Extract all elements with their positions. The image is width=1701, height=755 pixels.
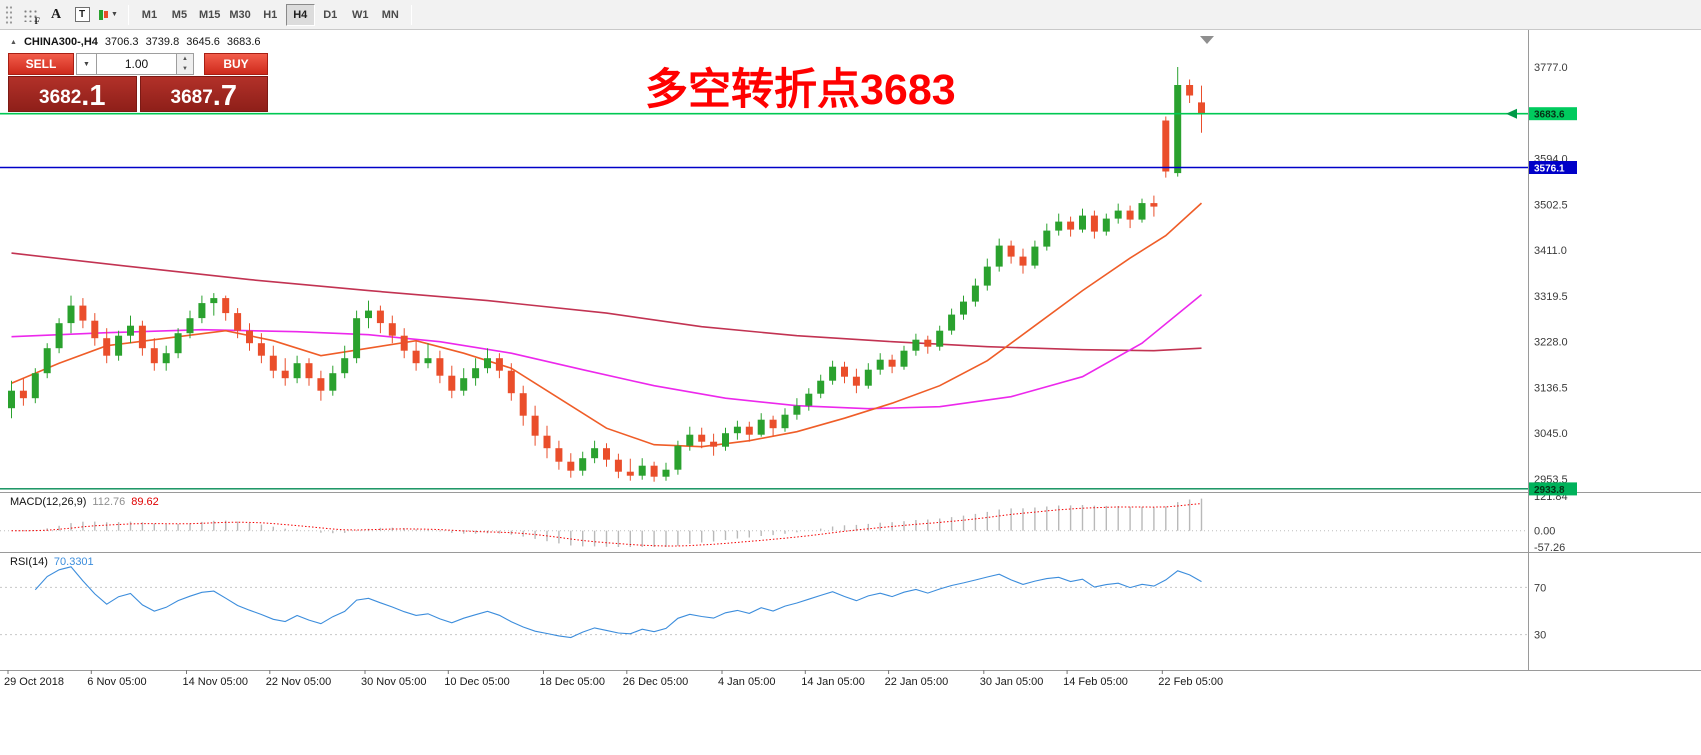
macd-axis-label: -57.26	[1534, 542, 1565, 554]
tf-button-h4[interactable]: H4	[285, 3, 315, 26]
chart-shift-marker-icon[interactable]	[1200, 36, 1214, 44]
macd-signal-value: 89.62	[131, 496, 159, 508]
volume-up-button[interactable]: ▲	[177, 54, 193, 64]
time-axis-label: 6 Nov 05:00	[87, 676, 146, 688]
text-box-icon[interactable]: T	[69, 4, 95, 26]
price-axis-label: 3777.0	[1534, 62, 1568, 74]
buy-button[interactable]: BUY	[204, 53, 268, 75]
chart-annotation-text[interactable]: 多空转折点3683	[645, 66, 956, 114]
one-click-trading-panel: SELL ▼ ▲ ▼ BUY 3682.1 3687.7	[8, 53, 268, 112]
tf-button-m5[interactable]: M5	[165, 4, 194, 26]
tf-button-m1[interactable]: M1	[135, 4, 164, 26]
up-candle-glyph	[99, 9, 103, 20]
text-label-icon[interactable]: A	[43, 4, 69, 26]
price-axis-label: 3136.5	[1534, 382, 1568, 394]
trade-prices-row: 3682.1 3687.7	[8, 76, 268, 112]
sell-button[interactable]: SELL	[8, 53, 74, 75]
tf-button-mn[interactable]: MN	[376, 4, 405, 26]
tf-button-d1[interactable]: D1	[316, 4, 345, 26]
grid-f-icon[interactable]: F	[17, 4, 43, 26]
close-value: 3683.6	[226, 36, 261, 48]
trade-controls-row: SELL ▼ ▲ ▼ BUY	[8, 53, 268, 75]
rsi-level-label: 30	[1534, 630, 1546, 642]
high-value: 3739.8	[145, 36, 180, 48]
macd-main-value: 112.76	[92, 496, 126, 508]
tf-button-w1[interactable]: W1	[346, 4, 375, 26]
price-tag	[1529, 482, 1577, 496]
time-axis-label: 22 Nov 05:00	[266, 676, 331, 688]
price-tag-label: 3576.1	[1534, 164, 1565, 175]
volume-dropdown[interactable]: ▼	[76, 53, 97, 75]
symbol-label: CHINA300-,H4	[23, 36, 98, 48]
time-axis-label: 30 Jan 05:00	[980, 676, 1044, 688]
time-axis-label: 18 Dec 05:00	[540, 676, 605, 688]
volume-down-button[interactable]: ▼	[177, 64, 193, 74]
price-chart-canvas[interactable]: 70303777.03594.03502.53411.03319.53228.0…	[0, 30, 1701, 755]
chevron-down-icon: ▼	[111, 11, 118, 18]
open-value: 3706.3	[104, 36, 139, 48]
candlesticks	[8, 67, 1205, 482]
time-axis-label: 14 Nov 05:00	[183, 676, 248, 688]
time-axis[interactable]: 29 Oct 2018 6 Nov 05:00 14 Nov 05:00 22 Nov…	[4, 670, 1223, 688]
price-axis-label: 3319.5	[1534, 291, 1568, 303]
tf-button-h1[interactable]: H1	[256, 4, 285, 26]
tf-button-m15[interactable]: M15	[195, 4, 224, 26]
rsi-level-label: 70	[1534, 582, 1546, 594]
toolbar: F A T ▼ M1 M5 M15 M30 H1 H4 D1 W1 MN	[0, 0, 1701, 30]
price-axis-label: 3502.5	[1534, 199, 1568, 211]
time-axis-label: 29 Oct 2018	[4, 676, 64, 688]
sell-price-main: 3682	[39, 87, 82, 108]
price-tag	[1529, 107, 1577, 121]
ma-slow-line	[11, 252, 1202, 352]
price-arrow-icon	[1506, 108, 1517, 119]
time-axis-label: 10 Dec 05:00	[444, 676, 509, 688]
time-axis-label: 22 Jan 05:00	[885, 676, 949, 688]
time-axis-label: 26 Dec 05:00	[623, 676, 688, 688]
ma-fast-line	[11, 202, 1203, 448]
toolbar-grip[interactable]	[5, 4, 12, 25]
buy-price-pips: .7	[212, 80, 237, 112]
rsi-panel: 70 30	[0, 566, 1546, 642]
time-axis-label: 22 Feb 05:00	[1158, 676, 1223, 688]
buy-price-main: 3687	[170, 87, 213, 108]
time-axis-label: 4 Jan 05:00	[718, 676, 776, 688]
dotted-grid-icon: F	[22, 7, 40, 26]
macd-indicator-label: MACD(12,26,9) 112.76 89.62	[10, 496, 159, 508]
price-tag-label: 2933.8	[1534, 485, 1565, 496]
low-value: 3645.6	[186, 36, 220, 48]
time-axis-label: 30 Nov 05:00	[361, 676, 426, 688]
price-tag	[1529, 161, 1577, 174]
toolbar-separator	[410, 4, 412, 25]
indicators-dropdown-icon[interactable]: ▼	[95, 4, 122, 26]
price-axis-label: 3411.0	[1534, 245, 1567, 257]
sell-price-display[interactable]: 3682.1	[8, 76, 137, 112]
tf-button-m30[interactable]: M30	[225, 4, 254, 26]
rsi-value: 70.3301	[53, 556, 94, 568]
time-axis-label: 14 Feb 05:00	[1063, 676, 1128, 688]
macd-axis-label: 0.00	[1534, 526, 1555, 538]
chart-symbol-icon: ▲	[10, 38, 17, 46]
price-axis[interactable]: 3777.03594.03502.53411.03319.53228.03136…	[1529, 62, 1577, 554]
toolbar-separator	[127, 4, 129, 25]
macd-panel	[0, 498, 1528, 547]
price-axis-label: 3045.0	[1534, 428, 1568, 440]
buy-price-display[interactable]: 3687.7	[139, 76, 268, 112]
ma-mid-line	[11, 293, 1203, 410]
timeframe-button-group: M1 M5 M15 M30 H1 H4 D1 W1 MN	[135, 3, 405, 26]
down-candle-glyph	[104, 11, 108, 18]
price-axis-label: 3228.0	[1534, 337, 1568, 349]
price-tag-label: 3683.6	[1534, 110, 1565, 121]
chart-header: ▲ CHINA300-,H4 3706.3 3739.8 3645.6 3683…	[10, 36, 261, 48]
rsi-indicator-label: RSI(14) 70.3301	[10, 556, 94, 568]
rsi-name: RSI(14)	[10, 556, 48, 568]
time-axis-label: 14 Jan 05:00	[801, 676, 865, 688]
sell-price-pips: .1	[81, 80, 106, 112]
macd-name: MACD(12,26,9)	[10, 496, 87, 508]
volume-stepper: ▲ ▼	[177, 53, 194, 75]
volume-input[interactable]	[97, 53, 177, 75]
